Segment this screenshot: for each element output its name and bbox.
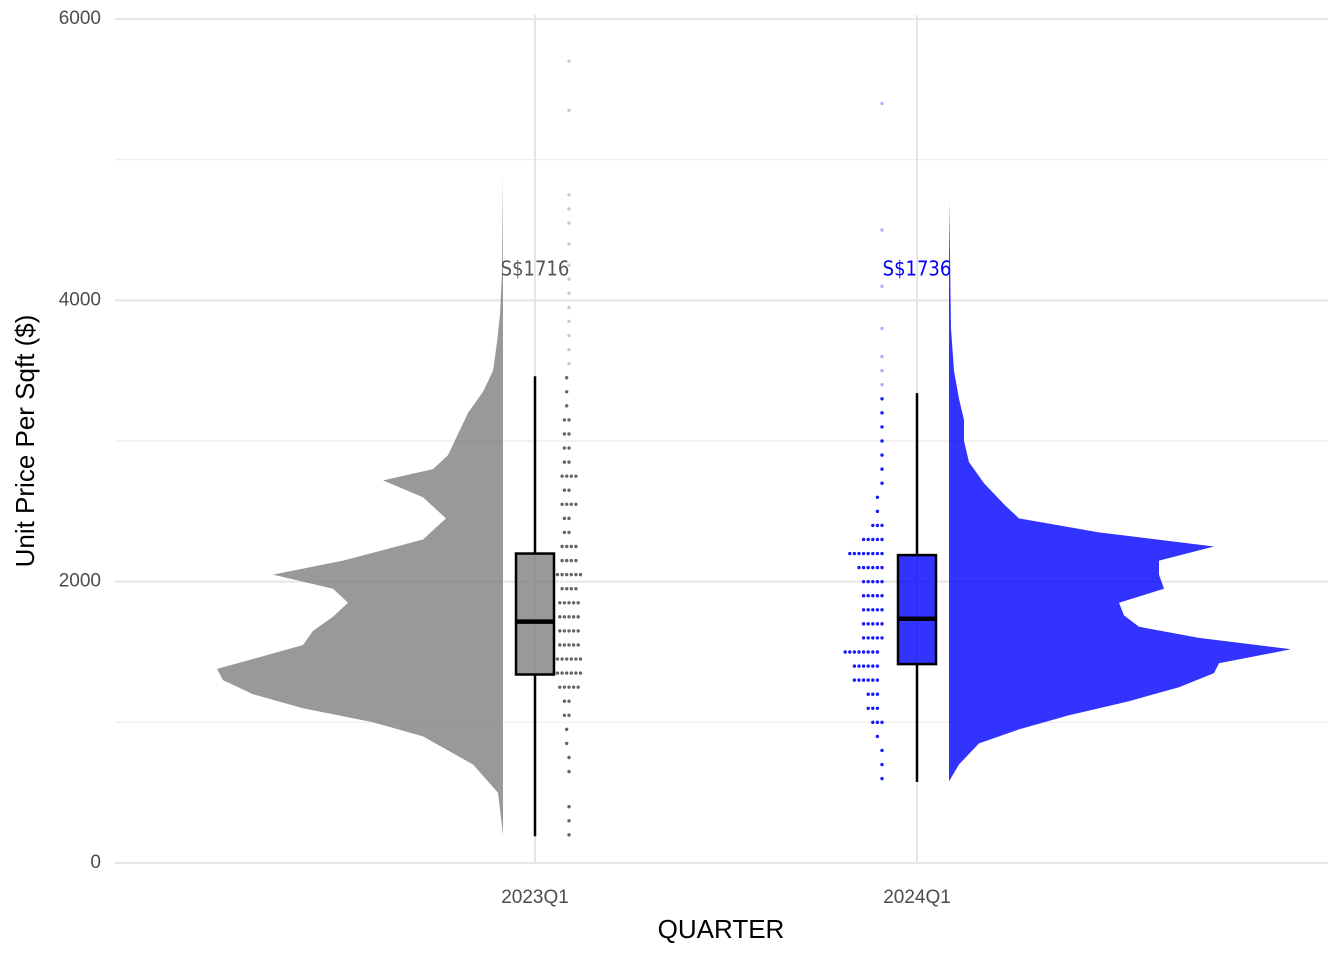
box (514, 552, 556, 676)
y-tick-label: 2000 (59, 571, 101, 592)
median-label: S$1716 (501, 257, 570, 281)
y-tick-label: 4000 (59, 289, 101, 310)
y-tick-label: 6000 (59, 8, 101, 29)
box (896, 553, 938, 666)
median-label: S$1736 (883, 257, 952, 281)
x-tick-label: 2024Q1 (883, 887, 951, 908)
y-axis-title: Unit Price Per Sqft ($) (10, 315, 40, 568)
x-axis-title: QUARTER (658, 914, 785, 944)
x-tick-label: 2023Q1 (501, 887, 569, 908)
density-cloud (217, 173, 503, 835)
y-tick-label: 0 (90, 852, 101, 873)
grid (115, 15, 1328, 864)
density-cloud (949, 201, 1291, 782)
